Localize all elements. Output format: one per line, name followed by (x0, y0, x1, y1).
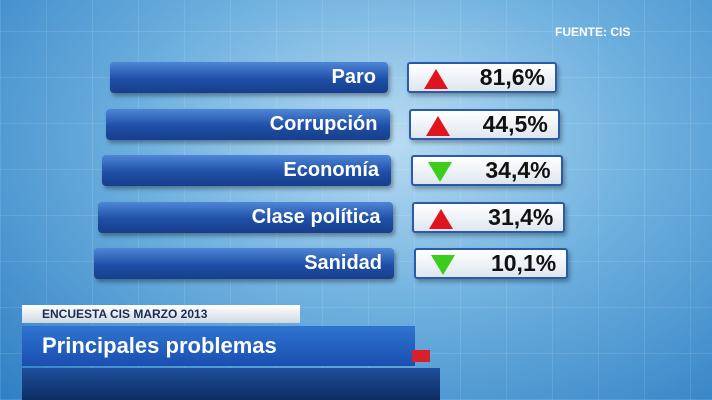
lower-bar (22, 368, 440, 400)
arrow-shape (425, 115, 450, 136)
row-value: 81,6% (407, 62, 557, 93)
source: FUENTE: CIS (555, 25, 631, 39)
row-label: Economía (102, 155, 391, 186)
caption-kicker: ENCUESTA CIS MARZO 2013 (22, 305, 300, 323)
arrow-shape (429, 208, 454, 229)
caption-title: Principales problemas (22, 326, 415, 366)
row-label: Clase política (98, 201, 393, 233)
row-label: Sanidad (94, 248, 394, 279)
accent-tab (412, 350, 430, 362)
row-label: Paro (110, 62, 388, 93)
row-value: 10,1% (414, 248, 569, 279)
trend-arrow (424, 69, 448, 89)
arrow-shape (431, 255, 456, 275)
row-value: 31,4% (412, 201, 566, 233)
row-value: 34,4% (410, 155, 563, 186)
arrow-shape (427, 162, 452, 182)
trend-arrow (429, 208, 454, 229)
trend-arrow (427, 162, 452, 182)
trend-arrow (431, 255, 456, 275)
arrow-shape (424, 69, 448, 89)
row-value: 44,5% (408, 108, 560, 140)
trend-arrow (425, 115, 450, 136)
row-label: Corrupción (106, 108, 390, 140)
